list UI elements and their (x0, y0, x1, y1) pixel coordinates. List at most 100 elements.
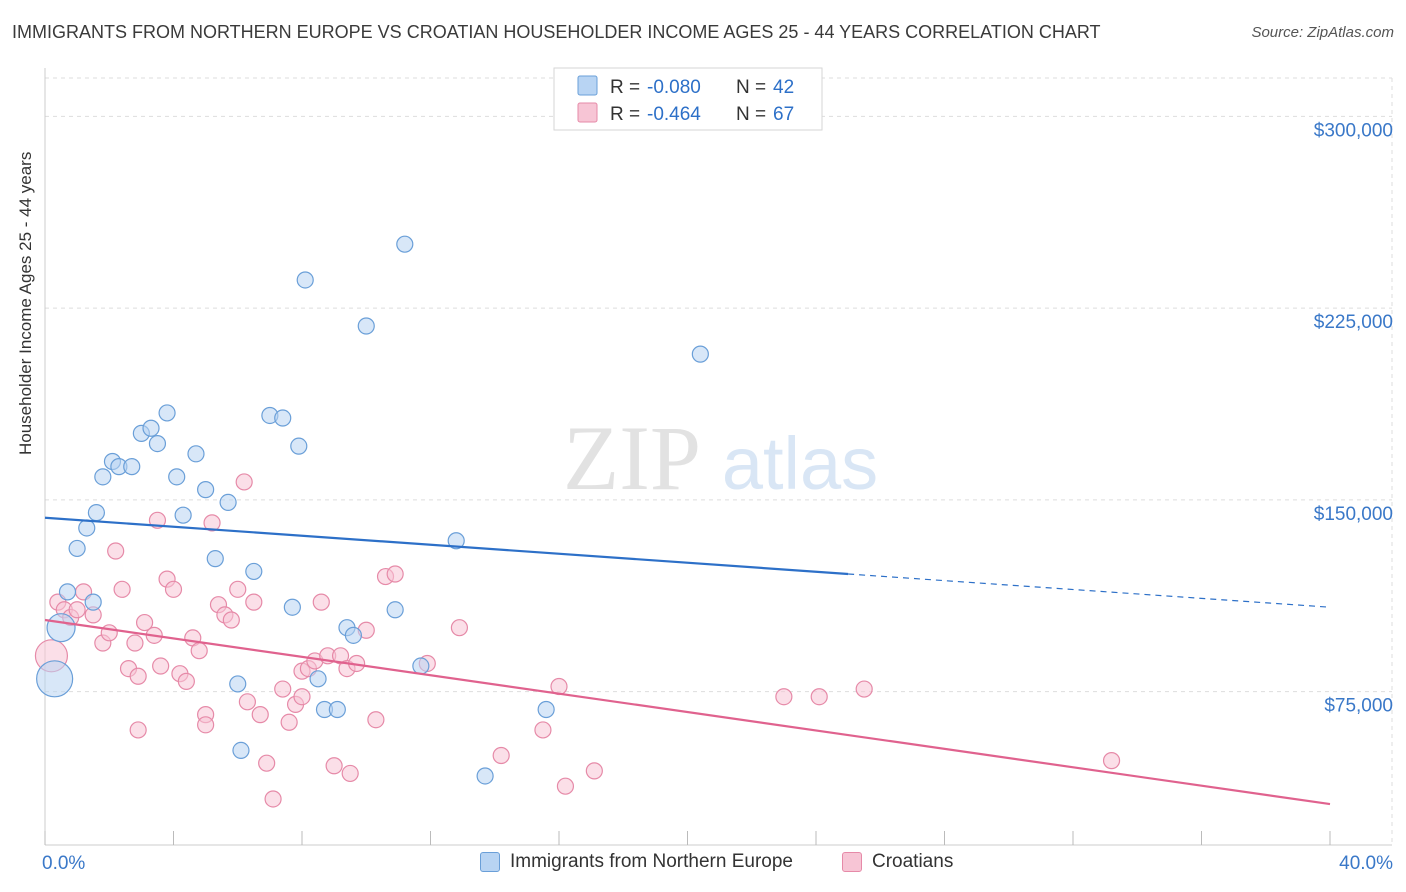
croatians-point-56 (534, 721, 552, 739)
bottom-legend: Immigrants from Northern Europe Croatian… (0, 851, 1406, 877)
croatians-point-31 (238, 693, 256, 711)
croatians-point-54 (450, 619, 469, 637)
croatians-point-65 (197, 716, 215, 734)
bottom-legend-item-croatians[interactable]: Croatians (842, 851, 953, 873)
northern-europe-point-33 (357, 317, 375, 335)
croatians-point-17 (152, 657, 170, 675)
croatians-point-9 (107, 542, 125, 560)
axes (44, 68, 1392, 846)
croatians-point-66 (293, 688, 311, 706)
northern-europe-point-41 (84, 593, 102, 611)
croatians-point-23 (190, 642, 208, 660)
croatians-point-12 (126, 634, 144, 652)
northern-europe-point-5 (87, 504, 106, 522)
northern-europe-point-28 (309, 670, 327, 688)
legend-r-label-2: R = (610, 104, 645, 125)
northern-europe-point-9 (123, 458, 141, 476)
trend-line-northern-europe (44, 516, 849, 576)
legend-swatch-pink (577, 102, 598, 123)
y-tick-label-0: $75,000 (1324, 696, 1393, 717)
legend-n-label-1: N = (736, 77, 771, 98)
northern-europe-point-27 (296, 271, 314, 289)
legend-r-label-1: R = (610, 77, 645, 98)
northern-europe-point-0 (36, 660, 74, 698)
croatians-point-63 (1102, 752, 1121, 770)
northern-europe-point-1 (46, 613, 76, 643)
northern-europe-point-16 (187, 445, 205, 463)
northern-europe-point-17 (197, 481, 215, 499)
croatians-point-34 (258, 754, 276, 772)
croatians-point-58 (585, 762, 603, 780)
croatians-point-30 (235, 473, 253, 491)
northern-europe-point-13 (158, 404, 176, 422)
croatians-point-50 (367, 711, 385, 729)
northern-europe-point-30 (328, 700, 346, 719)
northern-europe-point-34 (386, 601, 404, 619)
chart-title: IMMIGRANTS FROM NORTHERN EUROPE VS CROAT… (12, 22, 1101, 42)
legend-r-value-1: -0.080 (647, 77, 701, 98)
northern-europe-point-2 (58, 583, 77, 601)
croatians-point-61 (810, 688, 828, 706)
croatians-point-10 (113, 580, 131, 598)
croatians-point-64 (129, 721, 147, 739)
bottom-legend-swatch-blue (480, 852, 500, 872)
northern-europe-point-22 (245, 562, 263, 581)
northern-europe-point-32 (344, 626, 362, 644)
croatians-point-42 (312, 593, 330, 611)
croatians-point-37 (280, 713, 298, 731)
legend-n-value-1: 42 (773, 77, 794, 98)
watermark-atlas: atlas (722, 422, 878, 505)
northern-europe-point-35 (396, 235, 414, 253)
croatians-point-55 (492, 746, 510, 765)
northern-europe-point-21 (232, 741, 250, 760)
bottom-legend-label-northern-europe: Immigrants from Northern Europe (510, 851, 793, 872)
northern-europe-point-15 (174, 506, 192, 524)
grid-lines (45, 77, 1393, 845)
trend-line-northern-europe-extension (848, 573, 1331, 608)
croatians-point-60 (775, 688, 793, 706)
bottom-legend-swatch-pink (842, 852, 862, 872)
croatians-point-25 (203, 514, 221, 532)
x-tick-labels: 0.0% 40.0% (42, 853, 1393, 874)
northern-europe-point-12 (148, 435, 167, 453)
legend-n-value-2: 67 (773, 104, 794, 125)
croatians-point-19 (164, 580, 183, 598)
croatians-point-28 (222, 611, 240, 629)
croatians-point-59 (556, 777, 575, 795)
northern-europe-point-24 (274, 409, 292, 427)
croatians-point-35 (264, 790, 282, 808)
croatians-point-36 (274, 680, 292, 698)
bottom-legend-item-northern-europe[interactable]: Immigrants from Northern Europe (480, 851, 793, 873)
croatians-point-8 (100, 624, 118, 642)
northern-europe-point-25 (283, 598, 301, 616)
croatians-point-32 (245, 593, 263, 611)
northern-europe-point-19 (219, 493, 237, 512)
northern-europe-point-36 (412, 657, 430, 675)
northern-europe-point-18 (206, 550, 224, 568)
source-note: Source: ZipAtlas.com (1251, 24, 1394, 41)
legend-r-value-2: -0.464 (647, 104, 701, 125)
legend-box: R = -0.080 N = 42 R = -0.464 N = 67 (553, 67, 823, 131)
legend-n-label-2: N = (736, 104, 771, 125)
northern-europe-point-20 (229, 675, 247, 693)
croatians-point-14 (135, 613, 154, 632)
y-tick-labels: $75,000 $150,000 $225,000 $300,000 (1314, 120, 1393, 716)
croatians-point-13 (129, 667, 147, 685)
northern-europe-point-11 (142, 419, 160, 437)
northern-europe-point-39 (537, 700, 555, 719)
bottom-legend-label-croatians: Croatians (872, 851, 954, 872)
watermark-zip: ZIP (563, 407, 701, 509)
y-tick-label-3: $300,000 (1314, 120, 1393, 141)
y-tick-label-1: $150,000 (1314, 504, 1393, 525)
northern-europe-point-3 (68, 539, 86, 558)
croatians-point-33 (251, 706, 269, 724)
croatians-point-4 (68, 601, 86, 619)
croatians-point-52 (386, 565, 404, 583)
x-tick-label-0: 0.0% (42, 853, 85, 874)
trend-lines (44, 516, 1331, 806)
trend-line-croatians (44, 618, 1331, 806)
croatians-point-44 (325, 757, 343, 775)
croatians-point-62 (855, 680, 873, 698)
northern-europe-point-4 (78, 519, 96, 537)
series-northern-europe-points (36, 235, 709, 785)
